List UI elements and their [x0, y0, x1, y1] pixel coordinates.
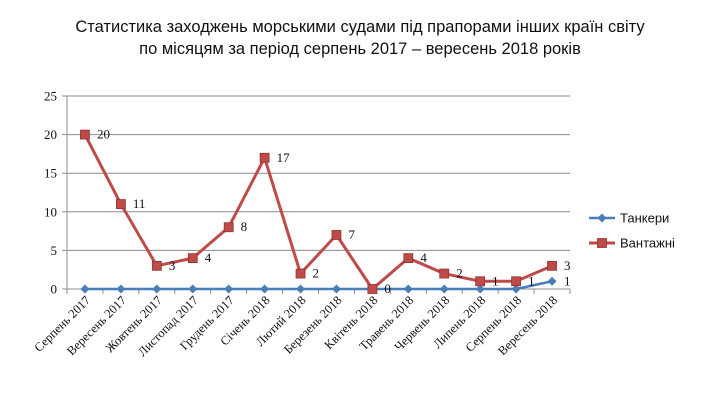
- chart-title-line-1: Статистика заходжень морськими судами пі…: [75, 18, 645, 36]
- data-point: [224, 284, 234, 294]
- data-point: [187, 253, 198, 264]
- series-line-1: [84, 280, 553, 291]
- data-point: [331, 284, 341, 294]
- data-point: [547, 260, 557, 271]
- series-lines: [83, 133, 553, 291]
- data-label: 20: [97, 127, 110, 142]
- data-label: 1: [492, 273, 499, 288]
- data-label: 2: [456, 266, 463, 281]
- data-point: [152, 284, 162, 294]
- data-label: 3: [564, 258, 571, 273]
- data-point: [116, 284, 126, 294]
- chart-title: Статистика заходжень морськими судами пі…: [0, 16, 720, 60]
- y-tick-label: 0: [51, 282, 58, 297]
- data-point: [188, 284, 198, 294]
- data-point: [295, 268, 306, 279]
- axes: [62, 95, 571, 294]
- gridlines: [67, 95, 570, 251]
- data-point: [151, 260, 162, 271]
- data-point: [80, 284, 90, 294]
- y-axis-ticks: 0 5 10 15 20 25: [44, 89, 57, 297]
- data-label: 11: [133, 196, 146, 211]
- series-markers: [80, 129, 557, 294]
- data-point: [367, 284, 378, 294]
- data-point: [259, 152, 270, 163]
- legend: Танкери Вантажні: [589, 211, 675, 251]
- data-label: 7: [348, 227, 355, 242]
- data-point: [475, 276, 486, 287]
- series-line-2: [83, 133, 553, 291]
- data-label: 2: [313, 266, 320, 281]
- y-tick-label: 10: [44, 204, 57, 219]
- data-point: [439, 284, 449, 294]
- data-label: 17: [277, 150, 291, 165]
- data-label: 3: [169, 258, 176, 273]
- data-point: [511, 276, 522, 287]
- data-point: [547, 276, 557, 286]
- y-tick-label: 25: [44, 89, 57, 104]
- data-label: 1: [564, 273, 571, 288]
- data-point: [475, 284, 485, 294]
- data-point: [115, 199, 126, 209]
- data-point: [403, 253, 414, 264]
- data-label: 4: [420, 250, 427, 265]
- data-point: [296, 284, 306, 294]
- legend-marker: [597, 238, 607, 248]
- chart-title-line-2: по місяцям за період серпень 2017 – вере…: [139, 40, 581, 58]
- data-point: [223, 222, 234, 233]
- data-point: [403, 284, 413, 294]
- data-label: 1: [528, 273, 535, 288]
- data-label: 8: [241, 219, 248, 234]
- y-tick-label: 20: [44, 127, 57, 142]
- legend-label: Вантажні: [620, 236, 675, 251]
- y-tick-label: 15: [44, 166, 57, 181]
- data-label: 0: [384, 281, 391, 296]
- data-point: [331, 230, 342, 240]
- data-point: [511, 284, 521, 294]
- data-point: [439, 268, 450, 279]
- legend-label: Танкери: [620, 211, 669, 226]
- data-label: 4: [205, 250, 212, 265]
- legend-marker: [597, 213, 607, 223]
- data-point: [260, 284, 270, 294]
- data-point: [80, 129, 90, 140]
- y-tick-label: 5: [51, 243, 58, 258]
